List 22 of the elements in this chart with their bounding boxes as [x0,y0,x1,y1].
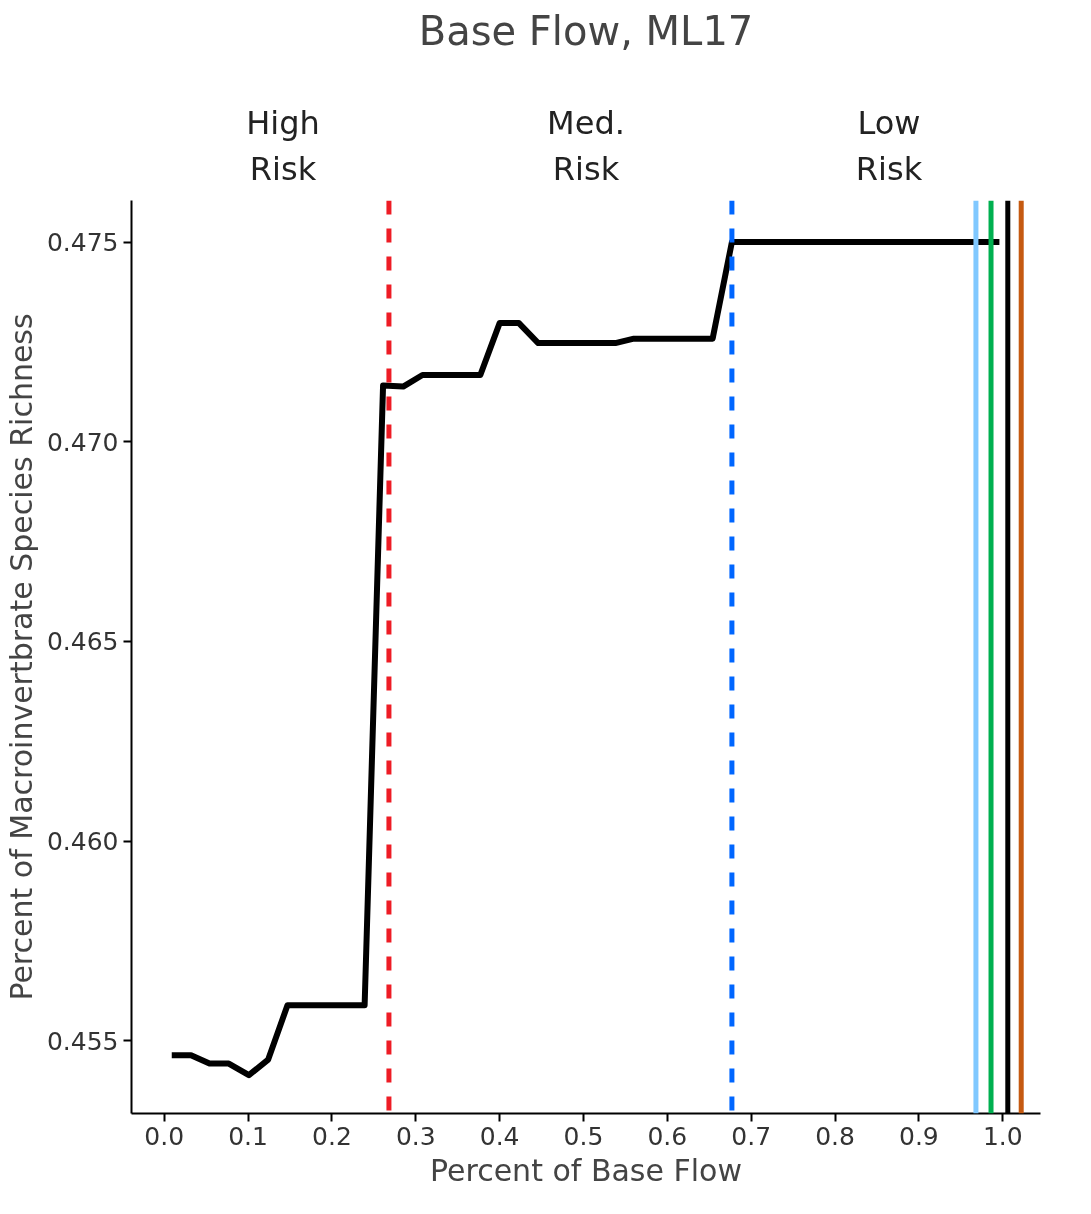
text: Med. Risk [547,104,625,188]
x-tick-label: 0.6 [647,1121,688,1151]
y-tick-label: 0.465 [46,627,119,657]
text: Low Risk [855,104,923,188]
x-tick-label: 0.0 [144,1121,185,1151]
y-tick-label: 0.475 [46,228,119,258]
x-tick-label: 0.8 [815,1121,855,1151]
x-tick-label: 0.3 [395,1121,436,1151]
x-tick-label: 0.1 [228,1121,268,1151]
x-tick-label: 0.2 [312,1121,352,1151]
y-axis-title: Percent of Macroinvertbrate Species Richness [3,313,39,1001]
text: High Risk [246,104,320,188]
x-tick-label: 0.4 [479,1121,520,1151]
chart-title: Base Flow, ML17 [418,7,754,54]
x-tick-label: 0.5 [563,1121,604,1151]
y-tick-label: 0.460 [46,827,119,857]
x-axis-title: Percent of Base Flow [430,1152,742,1188]
x-tick-label: 0.9 [899,1121,939,1151]
y-tick-label: 0.455 [46,1026,119,1056]
y-tick-label: 0.470 [46,427,119,457]
x-tick-label: 0.7 [731,1121,772,1151]
x-tick-label: 1.0 [982,1121,1023,1151]
